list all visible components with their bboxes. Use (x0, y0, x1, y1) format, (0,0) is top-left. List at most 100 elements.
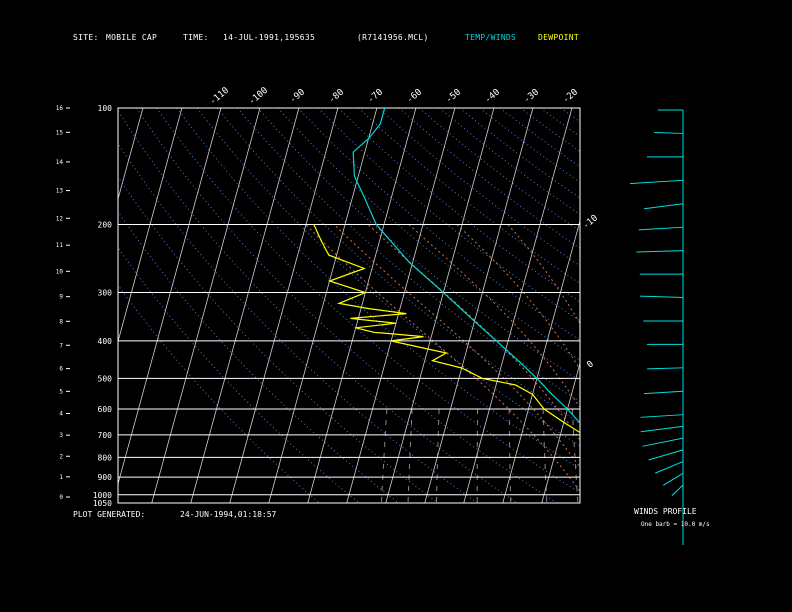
isotherm-line (346, 108, 456, 503)
isotherm-line (118, 108, 183, 343)
dry-adiabat-line (237, 108, 580, 403)
isotherm-line (659, 108, 767, 503)
wind-barb (644, 203, 684, 210)
pressure-label: 800 (98, 453, 113, 462)
wind-barb (640, 425, 684, 433)
dry-adiabat-line (118, 284, 320, 503)
moist-adiabat-line (305, 224, 580, 493)
dry-adiabat-line (641, 108, 792, 503)
dewpoint-profile-line (313, 224, 580, 434)
isotherm-line (151, 108, 261, 503)
legend-temp-winds: TEMP/WINDS (465, 33, 517, 42)
isotherm-line (502, 219, 580, 503)
sounding-profiles (313, 108, 580, 434)
isotherm-line (118, 108, 222, 486)
dry-adiabat-line (297, 108, 580, 341)
isotherm-label: -70 (366, 87, 385, 105)
isotherm-line (737, 108, 792, 503)
mixing-ratio-line (619, 409, 628, 503)
pressure-label: 1000 (93, 491, 112, 500)
dry-adiabat-line (118, 109, 518, 503)
wind-barb (643, 390, 684, 395)
isotherm-label: -90 (288, 87, 307, 105)
height-label: 4 (59, 411, 63, 418)
height-label: 1 (59, 474, 63, 481)
dry-adiabat-line (118, 210, 399, 503)
dry-adiabat-line (257, 108, 580, 382)
isotherm-label: 0 (585, 359, 596, 370)
height-label: 16 (56, 105, 64, 112)
wind-profile-panel (629, 109, 684, 545)
wind-barb (642, 437, 684, 447)
site-value: MOBILE CAP (106, 33, 158, 42)
dry-adiabat-line (621, 108, 792, 503)
mixing-ratio-line (592, 409, 599, 503)
wind-barb (671, 484, 684, 497)
moist-adiabat-line (333, 224, 580, 469)
dry-adiabat-line (277, 108, 580, 361)
dry-adiabat-line (358, 108, 580, 285)
pressure-label: 700 (98, 431, 113, 440)
plot-generated-label: PLOT GENERATED: (73, 510, 146, 519)
site-label-text: SITE: (73, 33, 99, 42)
wind-barb (662, 472, 684, 486)
isotherm-line (581, 108, 689, 503)
dry-adiabat-line (216, 108, 580, 425)
dry-adiabat-line (156, 108, 580, 494)
dry-adiabat-line (479, 108, 580, 183)
height-label: 10 (56, 268, 64, 275)
isotherm-line (118, 108, 144, 201)
height-label: 11 (56, 242, 64, 249)
height-label: 8 (59, 318, 63, 325)
wind-barb (640, 414, 684, 418)
height-label: 2 (59, 453, 63, 460)
pressure-label: 1050 (93, 499, 112, 508)
height-label: 14 (56, 159, 64, 166)
isotherm-line (229, 108, 339, 503)
moist-adiabat-line (367, 224, 580, 441)
height-label: 3 (59, 432, 63, 439)
dry-adiabat-line (196, 108, 580, 447)
temperature-profile-line (352, 108, 580, 424)
height-label: 9 (59, 294, 63, 301)
plot-frame (117, 107, 581, 504)
dry-adiabat-line (118, 246, 360, 503)
isotherm-label: -10 (581, 213, 600, 231)
isotherm-line (307, 108, 417, 503)
height-label: 6 (59, 366, 63, 373)
dry-adiabat-line (338, 108, 580, 303)
mixing-ratio-line (632, 409, 642, 503)
isotherm-line (0, 108, 104, 503)
wind-barb (648, 449, 684, 461)
pressure-label: 900 (98, 473, 113, 482)
isotherm-line (463, 108, 573, 503)
isotherm-label: -60 (405, 87, 424, 105)
winds-profile-note: One barb = 10.0 m/s (641, 521, 710, 528)
wind-barb (638, 226, 684, 231)
isotherm-label: -80 (327, 87, 346, 105)
isotherm-line (776, 108, 792, 503)
isotherm-labels: -110 -100 -90 -80 -70 -60 -50 -40 -30 -20-100 (208, 86, 600, 371)
height-label: 12 (56, 215, 64, 222)
site-label: SITE: (73, 33, 99, 42)
pressure-label: 600 (98, 405, 113, 414)
height-label: 15 (56, 129, 64, 136)
dry-adiabat-line (118, 175, 439, 503)
moist-adiabat-line (507, 224, 580, 325)
wind-barb (655, 461, 684, 474)
wind-barb (654, 132, 684, 134)
dry-adiabat-line (118, 142, 478, 503)
isotherm-line (620, 108, 728, 503)
mixing-ratio-line (380, 408, 388, 503)
pressure-label: 300 (98, 289, 113, 298)
mixing-ratio-line (571, 408, 579, 503)
moist-adiabats (305, 224, 580, 493)
height-label: 7 (59, 342, 63, 349)
plot-generated-value: 24-JUN-1994,01:18:57 (180, 510, 277, 519)
wind-barb (629, 179, 684, 185)
dry-adiabat-line (135, 108, 557, 503)
isotherm-line (190, 108, 300, 503)
isotherm-label: -20 (561, 87, 580, 105)
